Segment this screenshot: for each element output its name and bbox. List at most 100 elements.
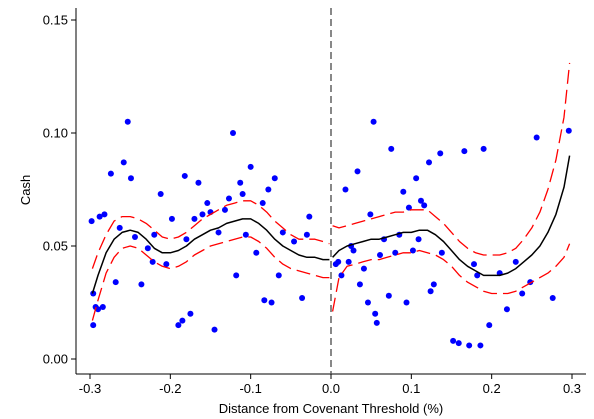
data-point	[405, 204, 412, 211]
ci-upper-right-line	[332, 62, 571, 256]
data-point	[242, 231, 249, 238]
data-point	[335, 258, 342, 265]
data-point	[455, 340, 462, 347]
data-point	[163, 261, 170, 268]
data-point	[342, 186, 349, 193]
data-point	[144, 245, 151, 252]
data-point	[413, 175, 420, 182]
data-point	[437, 150, 444, 157]
data-point	[90, 290, 97, 297]
data-point	[415, 236, 422, 243]
data-point	[138, 281, 145, 288]
data-point	[426, 159, 433, 166]
data-point	[211, 326, 218, 333]
data-point	[239, 191, 246, 198]
data-point	[364, 299, 371, 306]
data-point	[417, 197, 424, 204]
data-point	[466, 342, 473, 349]
data-point	[373, 319, 380, 326]
data-point	[247, 163, 254, 170]
x-tick-label: 0.0	[322, 381, 340, 396]
data-point	[179, 317, 186, 324]
x-tick-label: -0.2	[159, 381, 181, 396]
data-point	[116, 224, 123, 231]
data-point	[372, 310, 379, 317]
y-tick-label: 0.05	[43, 239, 68, 254]
data-point	[474, 272, 481, 279]
x-tick-label: -0.3	[79, 381, 101, 396]
data-point	[233, 272, 240, 279]
y-tick-label: 0.00	[43, 352, 68, 367]
data-point	[291, 238, 298, 245]
data-point	[191, 215, 198, 222]
data-point	[195, 179, 202, 186]
y-axis-title: Cash	[18, 175, 33, 205]
fit-lines	[91, 62, 571, 321]
data-point	[470, 261, 477, 268]
data-point	[367, 211, 374, 218]
data-point	[225, 195, 232, 202]
data-point	[261, 297, 268, 304]
ci-lower-left-line	[91, 236, 330, 321]
data-point	[183, 236, 190, 243]
data-point	[299, 294, 306, 301]
data-point	[400, 188, 407, 195]
data-point	[360, 265, 367, 272]
y-tick-label: 0.10	[43, 126, 68, 141]
data-point	[356, 281, 363, 288]
data-point	[549, 294, 556, 301]
x-axis-title: Distance from Covenant Threshold (%)	[219, 401, 443, 416]
data-point	[271, 175, 278, 182]
data-point	[533, 134, 540, 141]
data-point	[268, 299, 275, 306]
data-point	[168, 215, 175, 222]
data-point	[181, 172, 188, 179]
data-point	[124, 118, 131, 125]
data-point	[204, 200, 211, 207]
data-point	[199, 211, 206, 218]
data-point	[461, 148, 468, 155]
data-point	[253, 249, 260, 256]
data-point	[480, 145, 487, 152]
data-point	[450, 337, 457, 344]
data-point	[350, 247, 357, 254]
data-point	[388, 145, 395, 152]
data-point	[175, 322, 182, 329]
data-point	[512, 258, 519, 265]
axes: 0.00 0.05 0.10 0.15 -0.3 -0.2 -0.1 0.0 0.1 0.2 0.3	[43, 8, 586, 396]
data-point	[107, 170, 114, 177]
data-point	[279, 229, 286, 236]
data-point	[354, 168, 361, 175]
data-point	[90, 322, 97, 329]
data-point	[259, 200, 266, 207]
data-point	[486, 322, 493, 329]
data-point	[265, 186, 272, 193]
data-point	[157, 191, 164, 198]
data-point	[229, 130, 236, 136]
data-point	[438, 249, 445, 256]
data-point	[565, 127, 572, 134]
data-point	[187, 310, 194, 317]
data-point	[409, 247, 416, 254]
data-point	[99, 304, 106, 311]
data-point	[215, 229, 222, 236]
data-point	[131, 233, 138, 240]
data-point	[519, 290, 526, 297]
y-tick-label: 0.15	[43, 13, 68, 28]
ci-upper-left-line	[91, 200, 330, 269]
data-point	[96, 213, 103, 220]
data-point	[345, 258, 352, 265]
data-point	[427, 288, 434, 295]
ci-lower-right-line	[331, 243, 571, 312]
data-point	[303, 231, 310, 238]
fit-right-line	[332, 155, 571, 277]
data-point	[477, 342, 484, 349]
x-tick-label: 0.1	[402, 381, 420, 396]
data-point	[120, 159, 127, 166]
data-point	[127, 175, 134, 182]
data-point	[221, 206, 228, 213]
data-point	[370, 118, 377, 125]
data-point	[421, 202, 428, 209]
scatter-points	[88, 118, 572, 349]
